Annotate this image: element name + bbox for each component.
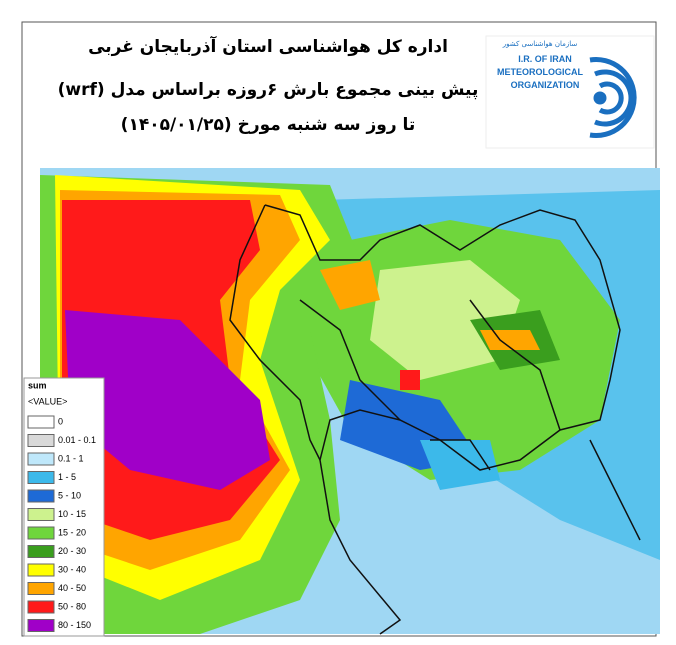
legend-label: 10 - 15 bbox=[58, 509, 86, 519]
legend-label: 5 - 10 bbox=[58, 490, 81, 500]
logo-text: I.R. OF IRAN bbox=[518, 54, 572, 64]
legend-swatch bbox=[27, 415, 55, 429]
legend-swatch bbox=[27, 471, 55, 484]
logo-text: METEOROLOGICAL bbox=[497, 67, 583, 77]
legend-label: 50 - 80 bbox=[58, 601, 86, 611]
legend-label: 0 bbox=[58, 416, 63, 426]
title-line: اداره کل هواشناسی استان آذربایجان غربی bbox=[88, 35, 448, 57]
legend-label: 0.01 - 0.1 bbox=[58, 435, 96, 445]
logo-emblem bbox=[589, 57, 637, 138]
logo: سازمان هواشناسی کشور I.R. OF IRAN METEOR… bbox=[485, 35, 655, 149]
legend-label: 0.1 - 1 bbox=[58, 453, 84, 463]
header: اداره کل هواشناسی استان آذربایجان غربی پ… bbox=[58, 35, 479, 135]
title-line: تا روز سه شنبه مورخ (۱۴۰۵/۰۱/۲۵) bbox=[121, 115, 416, 135]
legend-label: 80 - 150 bbox=[58, 620, 91, 630]
legend-swatch bbox=[27, 582, 55, 595]
logo-text: ORGANIZATION bbox=[511, 80, 580, 90]
legend-swatch bbox=[27, 489, 55, 503]
legend-label: 20 - 30 bbox=[58, 546, 86, 556]
province-borders bbox=[229, 204, 641, 635]
legend-label: 15 - 20 bbox=[58, 527, 86, 537]
logo-persian: سازمان هواشناسی کشور bbox=[502, 40, 578, 48]
legend-swatch bbox=[27, 619, 55, 632]
legend-label: 1 - 5 bbox=[58, 472, 76, 482]
title-line: پیش بینی مجموع بارش ۶روزه براساس مدل (wr… bbox=[58, 80, 479, 100]
legend-swatch bbox=[27, 563, 55, 577]
legend-swatch bbox=[27, 434, 55, 447]
legend-swatch bbox=[27, 508, 55, 521]
rain-map bbox=[40, 168, 660, 635]
legend-title: sum bbox=[28, 380, 47, 390]
legend-swatch bbox=[27, 545, 55, 558]
legend-label: 40 - 50 bbox=[58, 583, 86, 593]
legend-swatch bbox=[27, 452, 55, 466]
legend-swatch bbox=[27, 600, 55, 614]
legend: sum <VALUE> 0 0.01 - 0.1 0.1 - 1 1 - 5 5 - 1… bbox=[23, 377, 105, 637]
legend-subtitle: <VALUE> bbox=[28, 396, 67, 406]
legend-swatch bbox=[27, 526, 55, 540]
logo-box bbox=[485, 35, 655, 149]
legend-label: 30 - 40 bbox=[58, 564, 86, 574]
